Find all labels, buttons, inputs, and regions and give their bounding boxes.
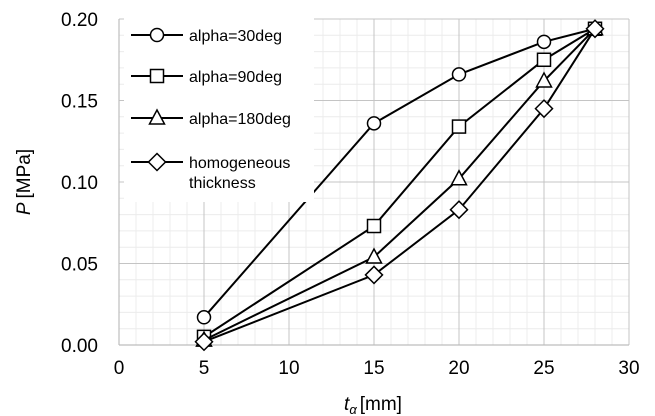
y-tick-label: 0.00 [61,336,98,357]
y-tick-label: 0.05 [61,255,98,276]
y-tick-label: 0.15 [61,92,98,113]
x-tick-label: 5 [199,358,210,379]
x-tick-label: 15 [363,358,384,379]
x-tick-label: 0 [114,358,125,379]
x-tick-label: 30 [618,358,639,379]
x-tick-label: 10 [278,358,299,379]
circle-marker [368,117,381,130]
y-tick-label: 0.10 [61,173,98,194]
square-marker [453,120,466,133]
circle-marker [151,29,164,42]
square-marker [538,53,551,66]
legend-label-line: thickness [189,175,256,192]
legend-label-line: alpha=180deg [189,111,291,128]
legend-label-line: homogeneous [189,155,290,172]
y-axis-symbol: P [14,202,35,215]
x-tick-label: 20 [448,358,469,379]
x-axis-unit: [mm] [360,394,402,415]
x-axis-subscript: α [349,402,357,416]
square-marker [368,220,381,233]
circle-marker [453,68,466,81]
y-tick-label: 0.20 [61,10,98,31]
legend-label: alpha=30deg [189,28,282,45]
legend-label-line: alpha=30deg [189,28,282,45]
circle-marker [198,311,211,324]
y-axis-unit: [MPa] [14,149,35,199]
y-axis-title: P [MPa] [14,149,35,215]
legend-label-line: alpha=90deg [189,69,282,86]
x-tick-label: 25 [533,358,554,379]
circle-marker [538,35,551,48]
legend-label: alpha=180deg [189,111,291,128]
square-marker [151,70,164,83]
legend-label: alpha=90deg [189,69,282,86]
